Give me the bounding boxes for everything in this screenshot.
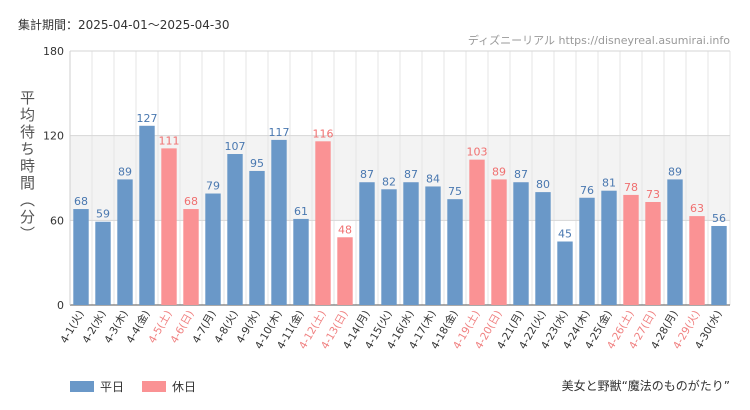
bar [645, 201, 661, 305]
bar-value-label: 89 [492, 165, 506, 178]
bar [601, 190, 617, 305]
bar [535, 192, 551, 305]
bar-value-label: 103 [467, 146, 488, 159]
bar [667, 179, 683, 305]
legend: 平日 休日 [70, 378, 196, 395]
bar-value-label: 116 [313, 127, 334, 140]
bar-value-label: 87 [514, 168, 528, 181]
y-tick-label: 60 [50, 214, 64, 227]
bar-value-label: 111 [159, 134, 180, 147]
bar-value-label: 89 [118, 165, 132, 178]
bar-value-label: 87 [404, 168, 418, 181]
bar [249, 170, 265, 305]
y-tick-label: 0 [57, 299, 64, 312]
bar-value-label: 117 [269, 126, 290, 139]
bar [447, 199, 463, 305]
legend-item-holiday[interactable]: 休日 [142, 378, 196, 395]
bar [491, 179, 507, 305]
bar [227, 154, 243, 305]
bar-value-label: 63 [690, 202, 704, 215]
legend-swatch-holiday [142, 381, 167, 392]
bar-value-label: 79 [206, 180, 220, 193]
bar-value-label: 68 [74, 195, 88, 208]
bar [95, 221, 111, 305]
legend-swatch-weekday [70, 381, 94, 392]
attraction-name: 美女と野獣“魔法のものがたり” [561, 379, 730, 393]
bar [271, 139, 287, 305]
bar-value-label: 68 [184, 195, 198, 208]
bar-value-label: 56 [712, 212, 726, 225]
bar [337, 237, 353, 305]
bar-value-label: 61 [294, 205, 308, 218]
bar [139, 125, 155, 306]
bar [557, 241, 573, 305]
bar-value-label: 95 [250, 157, 264, 170]
y-tick-label: 120 [43, 130, 64, 143]
bar [469, 159, 485, 305]
bar-value-label: 80 [536, 178, 550, 191]
bar [689, 216, 705, 305]
bar [205, 193, 221, 305]
bar-value-label: 75 [448, 185, 462, 198]
bar [117, 179, 133, 305]
bar [293, 218, 309, 305]
bar [161, 148, 177, 305]
bar-value-label: 84 [426, 172, 440, 185]
bar [623, 194, 639, 305]
bar-value-label: 81 [602, 177, 616, 190]
bar-value-label: 45 [558, 228, 572, 241]
bar-value-label: 107 [225, 140, 246, 153]
bar-value-label: 73 [646, 188, 660, 201]
bar-value-label: 76 [580, 184, 594, 197]
bar-value-label: 127 [137, 112, 158, 125]
bar [425, 186, 441, 305]
bar [579, 197, 595, 305]
bar-value-label: 59 [96, 208, 110, 221]
bar [315, 141, 331, 305]
bar [711, 225, 727, 305]
bar [73, 209, 89, 305]
bar [183, 209, 199, 305]
source-label: ディズニーリアル https://disneyreal.asumirai.inf… [467, 34, 730, 47]
bar-value-label: 78 [624, 181, 638, 194]
bar [403, 182, 419, 305]
bar-value-label: 48 [338, 223, 352, 236]
bar-value-label: 87 [360, 168, 374, 181]
legend-label-weekday: 平日 [100, 380, 125, 394]
bar-value-label: 82 [382, 175, 396, 188]
bar [381, 189, 397, 305]
bar [513, 182, 529, 305]
bar-value-label: 89 [668, 165, 682, 178]
y-tick-label: 180 [43, 45, 64, 58]
bar [359, 182, 375, 305]
y-axis-title: 平均待ち時間（分） [18, 90, 36, 243]
period-label: 集計期間：2025-04-01〜2025-04-30 [18, 18, 230, 32]
legend-item-weekday[interactable]: 平日 [70, 378, 124, 395]
legend-label-holiday: 休日 [172, 380, 197, 394]
